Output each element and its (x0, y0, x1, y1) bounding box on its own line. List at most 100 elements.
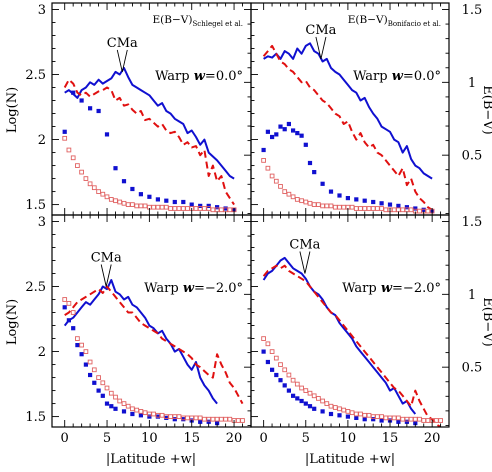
open-square-point (113, 198, 118, 204)
filled-square-point (396, 419, 401, 424)
open-square-point (391, 207, 397, 213)
open-square-point (227, 416, 233, 422)
panel-top-left: 1.5 2 2.5 3 E(B−V)Schlegel et al. Warp w=0.0°… (25, 2, 252, 216)
open-square-point (223, 416, 228, 422)
open-square-point (345, 409, 351, 414)
open-square-point (193, 415, 199, 421)
filled-square-point (387, 202, 393, 207)
panel-frame (51, 214, 252, 428)
cma-marker (299, 251, 311, 274)
filled-square-point (337, 193, 342, 198)
open-square-point (261, 158, 266, 163)
open-square-point (349, 410, 355, 416)
filled-square-point (104, 401, 110, 406)
open-square-point (83, 349, 89, 354)
filled-square-point (379, 201, 384, 206)
open-square-point (328, 203, 334, 209)
x-tick-label: 0 (61, 431, 69, 446)
open-square-point (379, 414, 384, 419)
open-square-point (210, 207, 216, 213)
open-square-point (299, 385, 304, 391)
filled-square-point (113, 406, 118, 411)
filled-square-point (421, 207, 426, 212)
open-square-point (202, 206, 207, 211)
open-square-point (113, 394, 118, 400)
open-square-point (337, 406, 342, 412)
open-square-point (316, 396, 321, 401)
open-square-point (219, 207, 224, 213)
y-tick-label-right: 0.5 (462, 361, 483, 376)
filled-square-point (92, 380, 97, 385)
y-tick-label-left: 1.5 (25, 198, 46, 213)
filled-square-point (270, 134, 275, 140)
x-tick-label: 0 (259, 431, 267, 446)
open-square-point (307, 200, 313, 206)
open-square-point (282, 367, 288, 373)
open-square-point (366, 206, 372, 211)
filled-square-point (181, 417, 186, 422)
open-square-point (142, 410, 148, 416)
open-square-point (210, 416, 216, 422)
x-axis-label-right: |Latitude +w| (305, 452, 395, 467)
filled-square-point (66, 318, 71, 323)
x-tick-label: 5 (302, 431, 310, 446)
open-square-point (168, 206, 173, 211)
axes-labels-group: Log(N) Log(N) E(B−V) E(B−V) |Latitude +w… (5, 85, 492, 467)
open-square-point (316, 202, 321, 207)
open-square-point (189, 415, 195, 421)
open-square-point (341, 407, 347, 413)
y-tick-label-left: 2 (38, 133, 46, 148)
open-square-point (138, 409, 144, 414)
open-square-point (417, 208, 422, 214)
open-square-point (261, 336, 266, 341)
filled-square-point (379, 418, 384, 423)
open-square-point (70, 155, 76, 161)
x-tick-label: 10 (141, 431, 158, 446)
open-square-point (332, 204, 338, 210)
dashed-line-series (262, 264, 442, 427)
open-square-point (332, 405, 338, 410)
open-square-point (391, 415, 397, 421)
filled-square-point (147, 414, 152, 419)
open-square-point (425, 418, 431, 423)
open-square-point (303, 388, 309, 393)
filled-square-point (404, 205, 409, 210)
filled-square-point (371, 199, 376, 205)
open-square-point (425, 208, 431, 214)
filled-square-point (328, 411, 334, 417)
filled-square-point (278, 378, 283, 383)
open-square-point (299, 198, 304, 204)
open-square-point (265, 341, 271, 347)
open-square-point (294, 381, 300, 387)
open-square-point (353, 206, 359, 211)
open-square-point (202, 416, 207, 422)
panel-frame (250, 214, 450, 428)
open-square-point (159, 412, 165, 418)
open-square-point (366, 412, 372, 418)
filled-square-point (155, 197, 160, 202)
open-square-point (197, 415, 203, 421)
y-tick-label-right: 1.5 (462, 3, 483, 18)
ebv-source-label: E(B−V)Schlegel et al. (153, 14, 243, 28)
filled-square-point (164, 198, 169, 203)
open-square-point (219, 416, 224, 422)
filled-square-point (130, 186, 135, 192)
open-square-point (278, 184, 283, 189)
open-square-point (75, 336, 80, 341)
dashed-line-series (63, 78, 235, 206)
open-square-point (311, 202, 317, 207)
open-square-point (193, 206, 199, 211)
x-tick-label: 15 (183, 431, 200, 446)
open-square-point (324, 401, 330, 406)
open-square-point (151, 411, 156, 417)
open-square-point (155, 204, 161, 210)
open-square-point (168, 414, 173, 419)
warp-label: Warp w=0.0° (353, 69, 441, 84)
warp-label: Warp w=0.0° (155, 69, 243, 84)
x-tick-label: 10 (340, 431, 357, 446)
open-square-point (290, 377, 296, 383)
filled-square-point (181, 199, 186, 205)
open-square-point (79, 342, 84, 348)
plot-area (62, 279, 245, 426)
